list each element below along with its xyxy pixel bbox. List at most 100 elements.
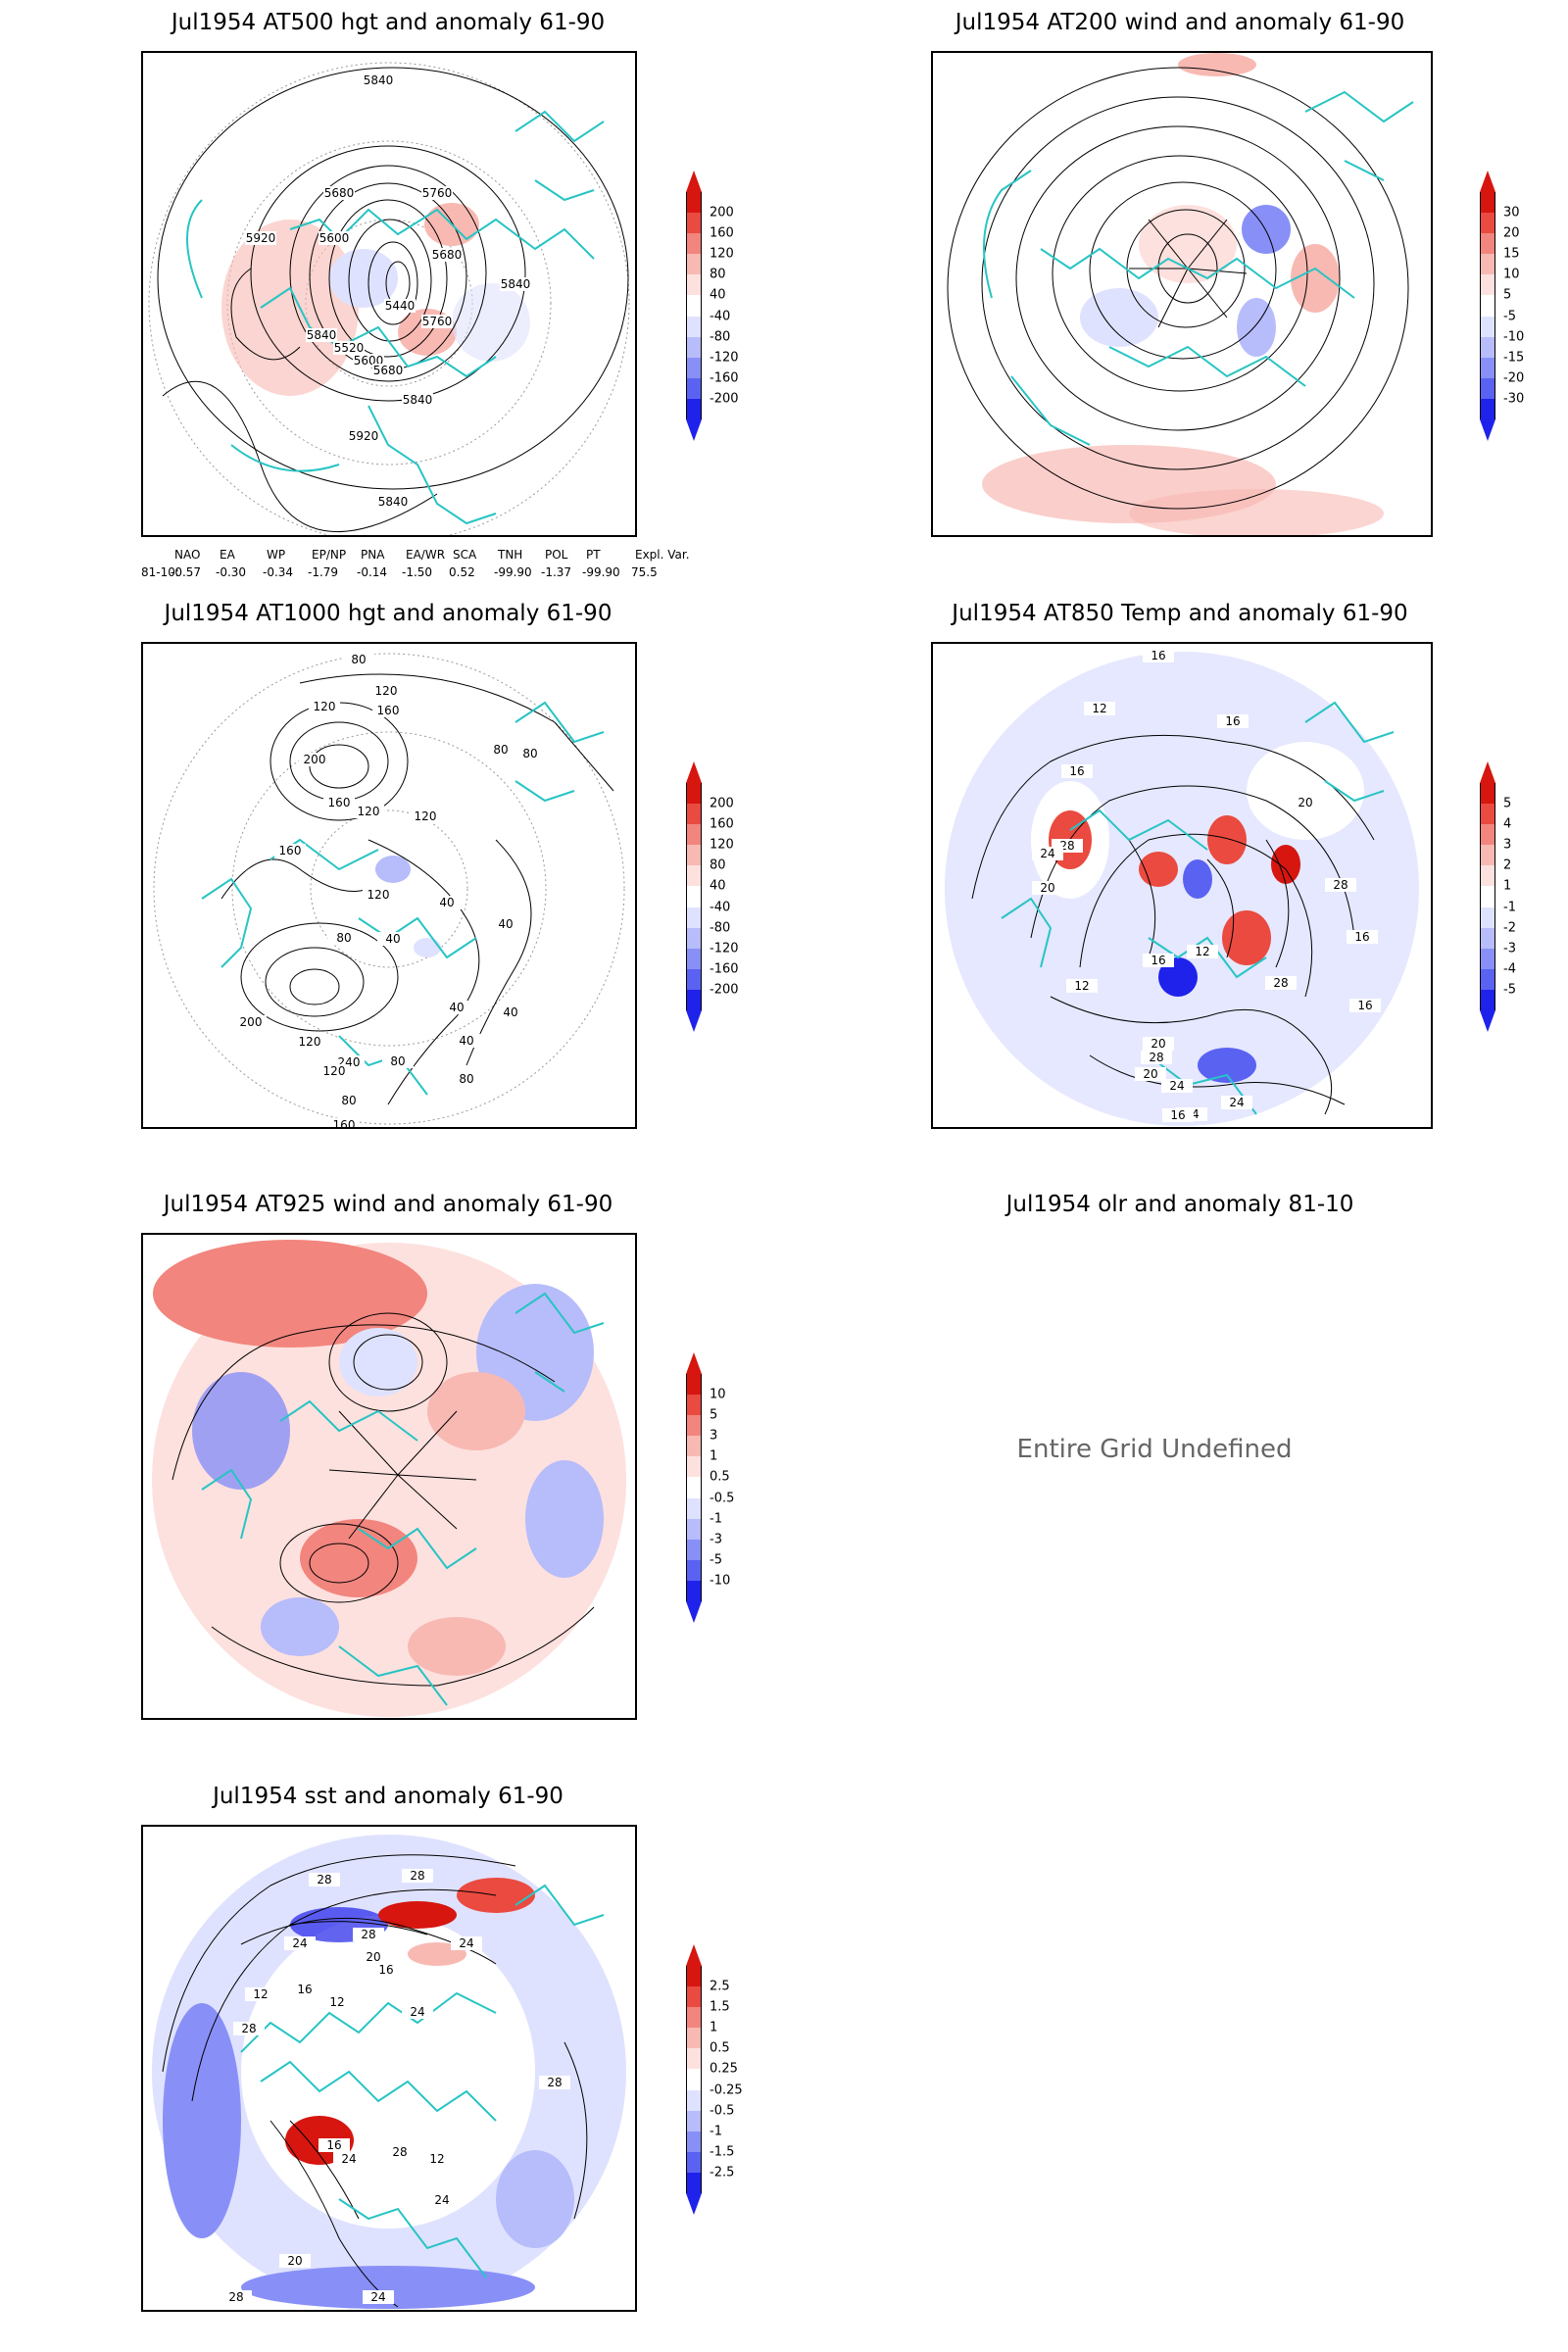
colorbar-cell (1480, 783, 1495, 805)
colorbar-label: 2.5 (710, 1979, 730, 1994)
colorbar-cell (686, 1477, 702, 1498)
index-name: PT (586, 548, 601, 562)
contour-label: 5840 (364, 74, 394, 87)
contour-label: 16 (1357, 999, 1372, 1012)
colorbar-cell (686, 316, 702, 337)
colorbar-cell (1480, 192, 1495, 214)
contour-label: 28 (228, 2290, 243, 2304)
colorbar-cell (1480, 968, 1495, 990)
contour-label: 28 (392, 2145, 407, 2159)
panel-title-at925: Jul1954 AT925 wind and anomaly 61-90 (163, 1192, 613, 1217)
map-frame-at1000: 80 120 120 160 200 160 120 80 120 120 80 40 40 80 160 4… (141, 642, 637, 1129)
contour-label: 28 (1333, 878, 1348, 892)
index-name: TNH (498, 548, 523, 562)
colorbar-cell (1480, 213, 1495, 234)
colorbar-cell (1480, 824, 1495, 846)
colorbar-cell (686, 377, 702, 399)
contour-label: 5920 (349, 429, 379, 443)
contour-label: 12 (329, 1995, 344, 2009)
colorbar-at1000: 200 160 120 80 40 -40 -80 -120 -160 -200 (686, 761, 739, 1032)
colorbar-cell (686, 906, 702, 928)
index-value: -1.37 (541, 565, 572, 579)
contour-label: 16 (1354, 930, 1369, 944)
colorbar-arrow-top (1480, 761, 1495, 783)
map-at925 (152, 1240, 626, 1717)
contour-label: 24 (410, 2005, 424, 2019)
contour-label: 16 (326, 2138, 341, 2152)
index-name: Expl. Var. (635, 548, 690, 562)
colorbar-cell (1480, 989, 1495, 1010)
colorbar-label: 1.5 (710, 1999, 730, 2015)
map-frame-at200 (931, 51, 1433, 537)
colorbar-label: -0.5 (710, 2103, 735, 2119)
colorbar-cell (686, 1966, 702, 1987)
contour-label: 5920 (246, 231, 276, 245)
colorbar-cell (686, 804, 702, 825)
map-frame-at500: 5840 5760 5680 5840 5600 5920 5440 5680 5760 5520… (141, 51, 637, 537)
contour-label: 24 (459, 1936, 473, 1950)
index-value: -0.34 (263, 565, 294, 579)
contour-label: 80 (351, 653, 366, 666)
colorbar-arrow-top (1480, 171, 1495, 192)
contour-label: 40 (449, 1001, 464, 1014)
contour-label: 5760 (422, 315, 453, 328)
colorbar-sst: 2.5 1.5 1 0.5 0.25 -0.25 -0.5 -1 -1.5 -2.5 (686, 1944, 743, 2215)
contour-label: 80 (341, 1094, 356, 1107)
contour-label: 5760 (422, 186, 453, 200)
colorbar-cell (1480, 377, 1495, 399)
contour-label: 28 (547, 2076, 562, 2089)
contour-label: 160 (333, 1118, 356, 1127)
colorbar-cell (686, 1436, 702, 1457)
colorbar-cell (686, 1456, 702, 1478)
colorbar-label: -120 (710, 350, 739, 366)
contour-label: 5520 (334, 341, 365, 355)
colorbar-cell (686, 927, 702, 949)
contour-label: 24 (292, 1936, 307, 1950)
colorbar-label: 0.5 (710, 1469, 730, 1485)
colorbar-cell (686, 1497, 702, 1519)
colorbar-label: 200 (710, 205, 734, 220)
map-at1000: 80 120 120 160 200 160 120 80 120 120 80 40 40 80 160 4… (153, 653, 625, 1127)
index-value: 0.52 (449, 565, 475, 579)
colorbar-cell (1480, 845, 1495, 866)
index-row-label: 81-10: (141, 565, 179, 579)
colorbar-label: -2 (1503, 920, 1516, 936)
contour-label: 20 (1151, 1037, 1165, 1051)
colorbar-cell (1480, 398, 1495, 419)
colorbar-cell (686, 948, 702, 969)
colorbar-cell (686, 2131, 702, 2152)
colorbar-label: 120 (710, 246, 734, 262)
contour-label: 20 (1143, 1067, 1157, 1081)
colorbar-at850: 5 4 3 2 1 -1 -2 -3 -4 -5 (1480, 761, 1516, 1032)
contour-label: 16 (1069, 764, 1084, 778)
colorbar-label: 5 (710, 1407, 718, 1423)
colorbar-label: -4 (1503, 961, 1516, 977)
colorbar-label: -40 (710, 900, 731, 915)
colorbar-label: -10 (710, 1573, 731, 1589)
map-frame-at925 (141, 1233, 637, 1720)
colorbar-at200: 30 20 15 10 5 -5 -10 -15 -20 -30 (1480, 171, 1524, 441)
colorbar-cell (1480, 865, 1495, 887)
colorbar-arrow-bottom (1480, 419, 1495, 441)
panel-title-at500: Jul1954 AT500 hgt and anomaly 61-90 (171, 10, 606, 35)
contour-label: 12 (1195, 945, 1209, 958)
colorbar-label: -2.5 (710, 2165, 735, 2180)
panel-title-at200: Jul1954 AT200 wind and anomaly 61-90 (955, 10, 1405, 35)
colorbar-arrow-top (686, 171, 702, 192)
colorbar-label: -160 (710, 961, 739, 977)
contour-label: 20 (1298, 796, 1312, 809)
contour-label: 28 (1149, 1051, 1163, 1064)
contour-label: 40 (503, 1005, 517, 1019)
colorbar-label: 0.25 (710, 2061, 738, 2077)
contour-label: 24 (1229, 1096, 1244, 1109)
contour-label: 80 (459, 1072, 473, 1086)
colorbar-arrow-bottom (686, 1010, 702, 1032)
contour-label: 28 (1273, 976, 1288, 990)
contour-label: 16 (297, 1983, 312, 1996)
colorbar-cell (1480, 233, 1495, 255)
colorbar-label: 160 (710, 816, 734, 832)
colorbar-cell (686, 213, 702, 234)
colorbar-cell (686, 2069, 702, 2090)
colorbar-cell (1480, 274, 1495, 296)
colorbar-cell (1480, 886, 1495, 907)
